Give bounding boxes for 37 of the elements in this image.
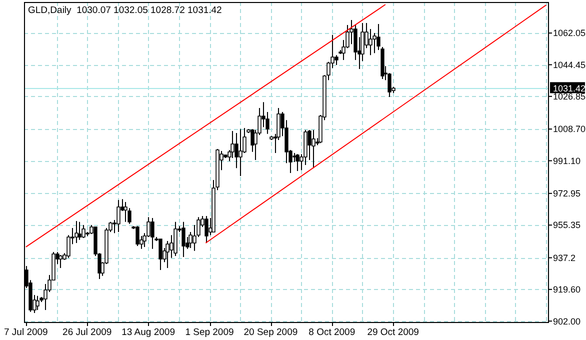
y-tick-label: 1044.45: [553, 60, 586, 70]
candlestick: [150, 217, 154, 250]
candlestick: [230, 130, 234, 159]
ref-line-label: 1031.42: [553, 83, 586, 94]
candlestick: [136, 226, 140, 247]
y-tick-label: 955.35: [553, 220, 581, 230]
x-tick-label: 29 Oct 2009: [367, 327, 419, 338]
candlestick: [182, 221, 186, 258]
y-tick-label: 972.95: [553, 188, 581, 199]
candlestick: [158, 238, 162, 270]
candlestick: [204, 215, 208, 244]
y-tick-label: 919.60: [553, 284, 581, 295]
chart-title: GLD,Daily 1030.07 1032.05 1028.72 1031.42: [28, 5, 222, 16]
candlestick: [78, 221, 82, 240]
candlestick: [58, 254, 62, 269]
candlestick: [116, 199, 120, 233]
y-tick-label: 1008.70: [553, 124, 586, 134]
candlestick: [334, 54, 338, 66]
y-tick-label: 902.00: [553, 316, 581, 326]
candlestick: [296, 154, 300, 172]
candlestick: [124, 201, 128, 222]
candlestick: [74, 220, 78, 244]
candlestick: [368, 28, 372, 56]
candlestick: [82, 224, 86, 238]
y-tick-label: 1062.05: [553, 28, 586, 38]
candlestick: [238, 128, 242, 177]
candlestick: [312, 129, 316, 169]
x-tick-label: 8 Oct 2009: [308, 327, 356, 338]
x-tick-label: 20 Sep 2009: [244, 327, 298, 338]
y-tick-label: 1026.85: [553, 92, 586, 102]
x-tick-label: 26 Jul 2009: [62, 327, 112, 338]
x-tick-label: 1 Sep 2009: [185, 327, 234, 338]
y-tick-label: 991.10: [553, 156, 581, 166]
candlestick: [36, 295, 40, 310]
y-tick-label: 937.2: [553, 252, 576, 263]
x-tick-label: 13 Aug 2009: [122, 327, 175, 338]
x-tick-label: 7 Jul 2009: [4, 327, 48, 338]
